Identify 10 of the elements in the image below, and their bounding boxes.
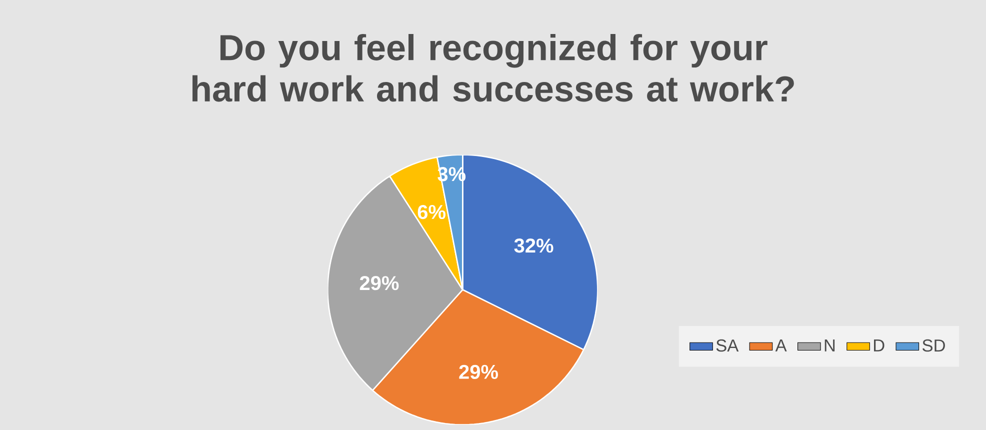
legend-label: A [775, 339, 787, 352]
data-label: 29% [459, 364, 498, 379]
legend-label: N [824, 339, 835, 352]
legend-label: SA [716, 339, 739, 352]
legend-label: D [874, 339, 884, 352]
legend-label: SD [922, 339, 945, 352]
chart-title: Do you feel recognized for your hard work and successes at work? [192, 34, 794, 102]
data-label: 6% [418, 204, 446, 220]
data-label: 29% [360, 276, 399, 290]
data-label: 32% [514, 238, 554, 253]
